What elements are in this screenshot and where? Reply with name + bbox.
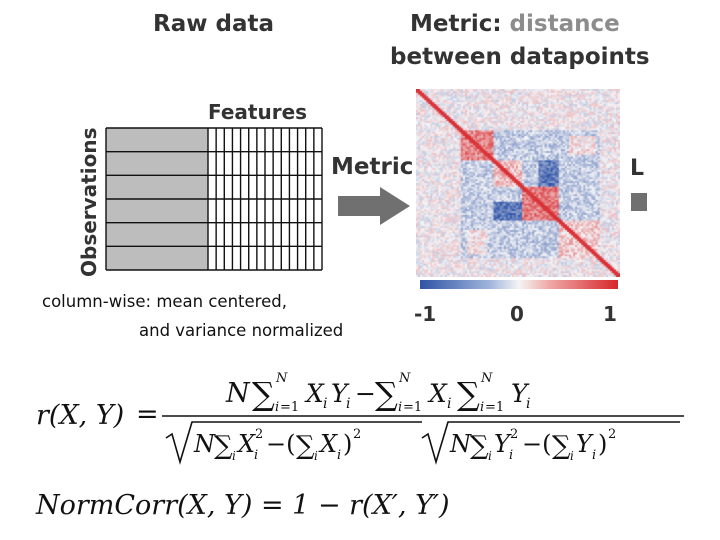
svg-text:i: i — [254, 448, 258, 463]
svg-text:Y: Y — [511, 379, 530, 408]
svg-text:2: 2 — [255, 427, 263, 442]
svg-text:−: − — [355, 379, 376, 408]
svg-text:N: N — [193, 430, 216, 458]
svg-text:X: X — [427, 379, 448, 408]
svg-text:∑: ∑ — [457, 375, 480, 413]
clipped-panel-label: L — [630, 156, 645, 181]
note-line-2: and variance normalized — [139, 321, 344, 340]
sqrt-sign-x — [165, 421, 422, 465]
svg-text:X: X — [304, 379, 325, 408]
svg-text:∑: ∑ — [214, 431, 233, 461]
colorbar-tick-zero: 0 — [510, 302, 524, 326]
svg-text:i: i — [337, 448, 341, 463]
svg-text:i: i — [398, 400, 402, 415]
svg-text:=1: =1 — [485, 400, 504, 415]
raw-data-matrix — [105, 127, 323, 271]
distance-heatmap — [416, 89, 620, 277]
metric-arrow — [338, 187, 410, 225]
svg-text:i: i — [509, 448, 513, 463]
svg-text:i: i — [526, 396, 530, 412]
metric-title: Metric: distance — [410, 11, 620, 37]
metric-title-rest: distance — [501, 11, 620, 37]
svg-text:=1: =1 — [280, 400, 299, 415]
matrix-grid — [105, 127, 323, 271]
svg-text:2: 2 — [353, 427, 361, 442]
svg-text:i: i — [323, 396, 327, 412]
heatmap-canvas — [416, 89, 620, 277]
svg-text:i: i — [592, 448, 596, 463]
svg-text:−(: −( — [266, 430, 295, 458]
svg-text:): ) — [598, 430, 607, 458]
svg-text:Y: Y — [494, 430, 512, 458]
svg-text:∑: ∑ — [552, 431, 571, 461]
svg-text:2: 2 — [608, 427, 616, 442]
svg-text:i: i — [447, 396, 451, 412]
svg-text:i: i — [346, 396, 350, 412]
svg-text:−(: −( — [522, 430, 551, 458]
sqrt-sign-y — [421, 421, 680, 465]
colorbar — [420, 280, 618, 289]
colorbar-tick-neg: -1 — [414, 302, 437, 326]
svg-text:i: i — [275, 400, 279, 415]
svg-text:Y: Y — [576, 430, 594, 458]
svg-text:∑: ∑ — [470, 431, 489, 461]
svg-text:N: N — [480, 371, 493, 386]
svg-text:∑: ∑ — [296, 431, 315, 461]
svg-text:Y: Y — [331, 379, 350, 408]
colorbar-tick-pos: 1 — [603, 302, 617, 326]
svg-text:X: X — [318, 430, 338, 458]
raw-data-title: Raw data — [153, 11, 274, 37]
features-label: Features — [208, 100, 308, 124]
svg-text:X: X — [236, 430, 256, 458]
note-line-1: column-wise: mean centered, — [42, 292, 287, 311]
observations-label: Observations — [77, 127, 101, 277]
metric-arrow-label: Metric — [331, 154, 414, 180]
svg-text:): ) — [343, 430, 352, 458]
clipped-arrow-stub — [631, 193, 647, 211]
svg-text:2: 2 — [510, 427, 518, 442]
svg-text:N: N — [275, 371, 288, 386]
formula-normcorr: NormCorr(X, Y) = 1 − r(X′, Y′) — [36, 490, 450, 521]
arrow-shape — [338, 187, 410, 225]
metric-title-bold: Metric: — [410, 11, 502, 37]
svg-text:i: i — [570, 449, 574, 463]
svg-text:i: i — [488, 449, 492, 463]
metric-title-line2: between datapoints — [390, 44, 650, 70]
svg-text:∑: ∑ — [375, 375, 398, 413]
svg-text:N: N — [225, 378, 251, 409]
svg-text:i: i — [314, 449, 318, 463]
svg-text:∑: ∑ — [252, 375, 275, 413]
formula-r-equals: = — [136, 399, 159, 430]
svg-text:i: i — [232, 449, 236, 463]
formula-r-lhs: r(X, Y) — [36, 400, 125, 431]
svg-text:N: N — [398, 371, 411, 386]
svg-text:N: N — [449, 430, 472, 458]
svg-text:i: i — [480, 400, 484, 415]
svg-text:=1: =1 — [403, 400, 422, 415]
